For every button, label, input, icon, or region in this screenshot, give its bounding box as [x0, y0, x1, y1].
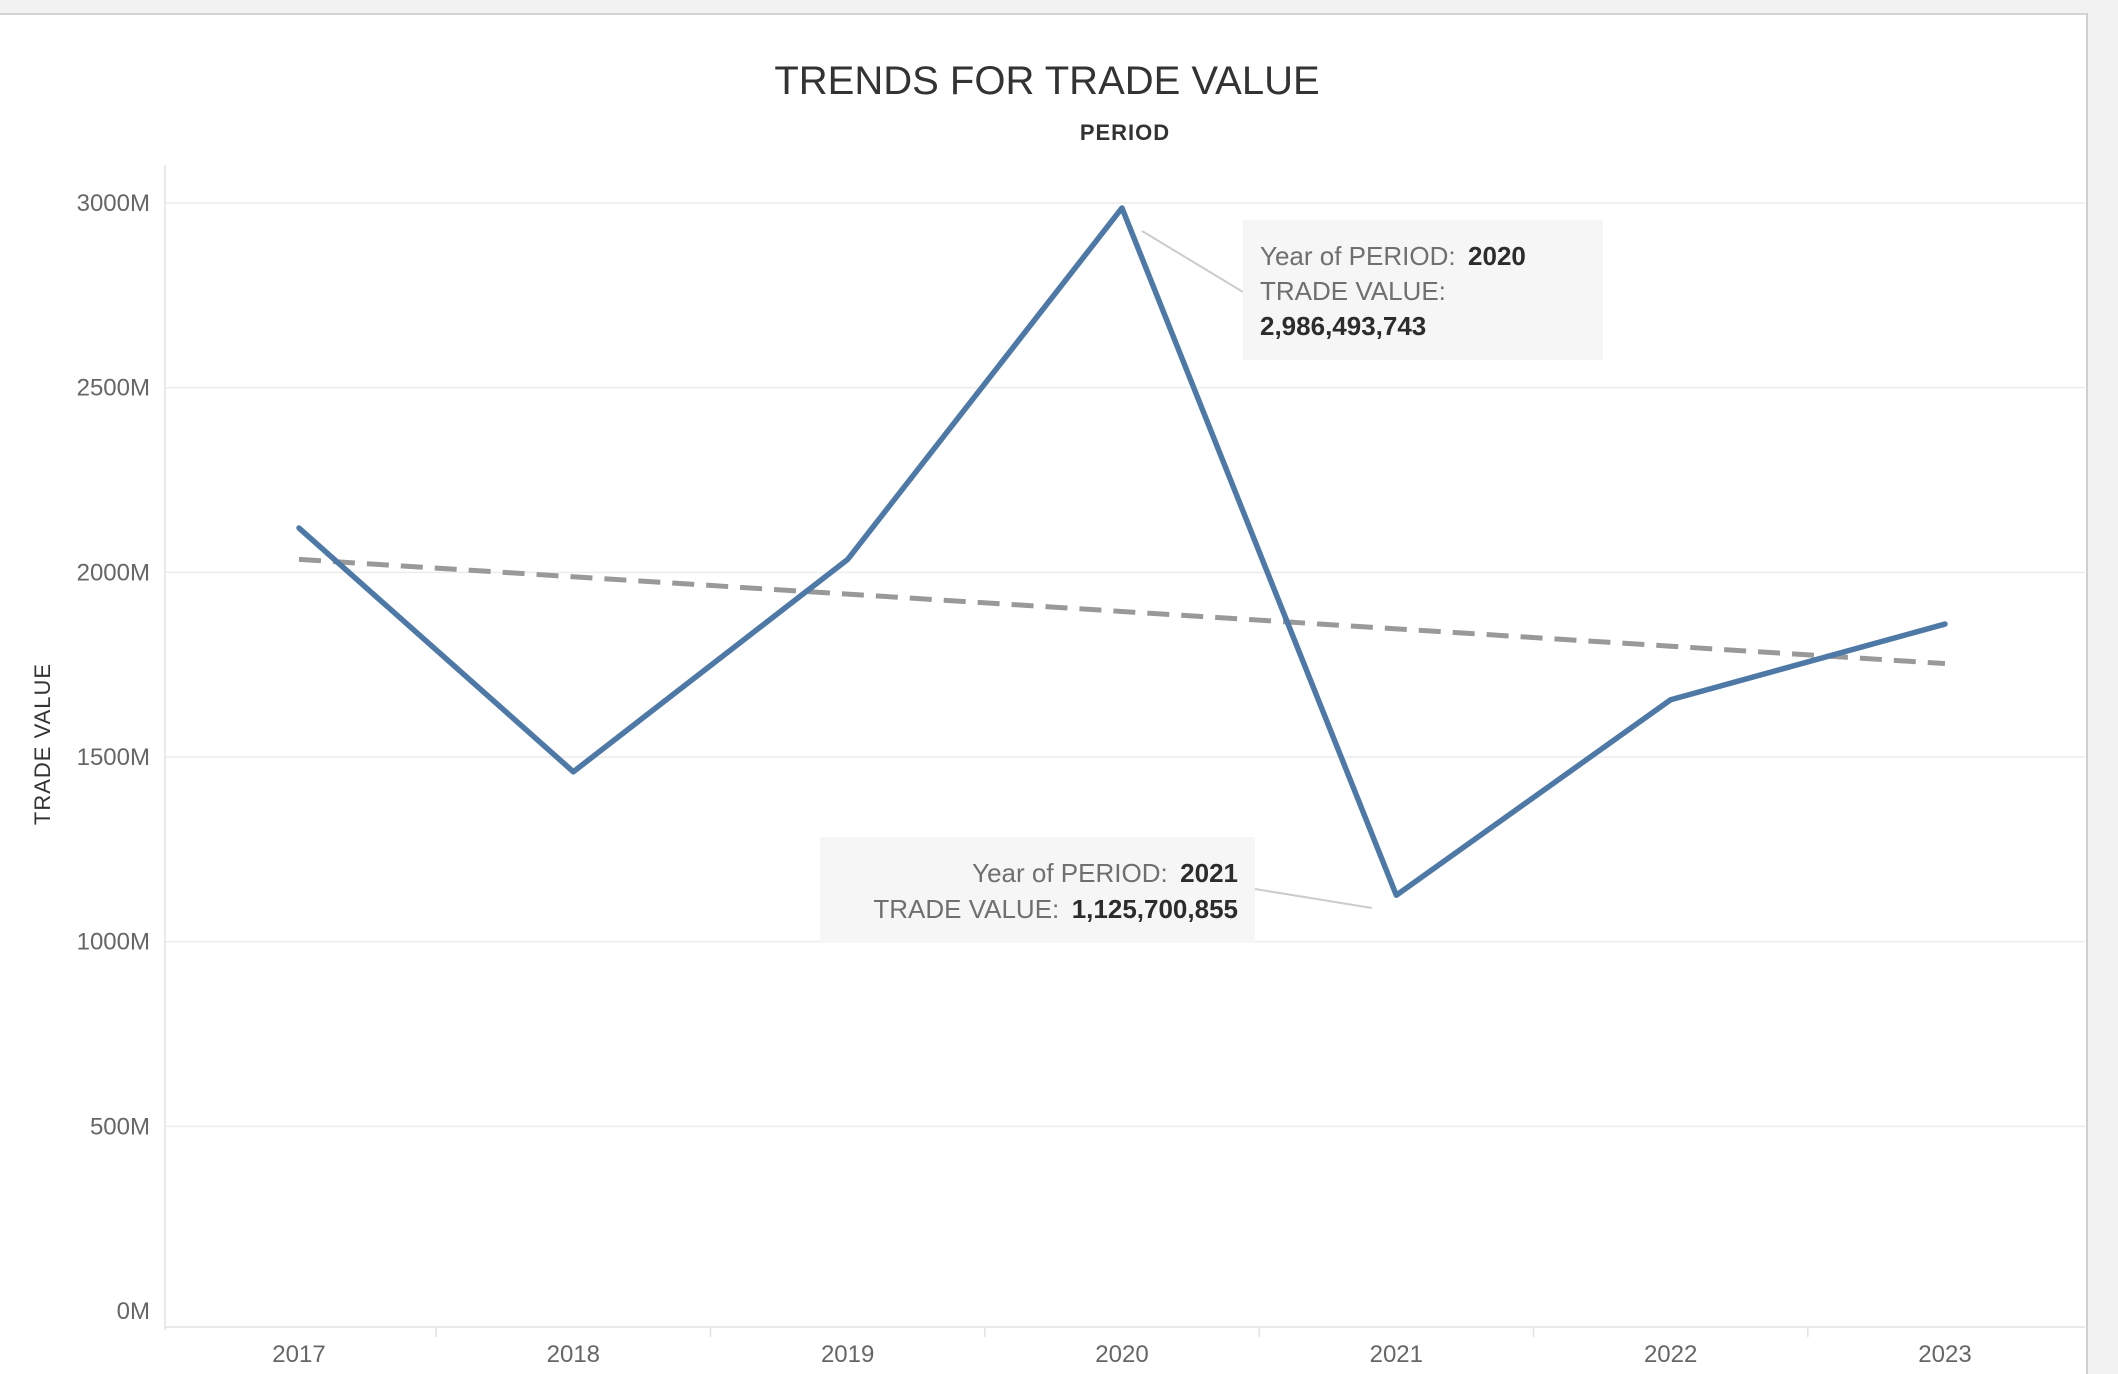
y-tick-label: 2500M [77, 375, 150, 402]
chart-title: TRENDS FOR TRADE VALUE [774, 59, 1319, 103]
annotation-year-value: 2020 [1468, 241, 1526, 271]
annotation-value-label: TRADE VALUE: [873, 894, 1059, 924]
x-tick-label: 2019 [821, 1341, 874, 1368]
x-tick-label: 2017 [272, 1341, 325, 1368]
annotation-box [1243, 220, 1603, 360]
annotation-2020: Year of PERIOD: 2020 TRADE VALUE: 2,986,… [1141, 220, 1603, 360]
x-tick-label: 2022 [1644, 1341, 1697, 1368]
y-tick-label: 1500M [77, 744, 150, 771]
annotation-value-line: TRADE VALUE: 1,125,700,855 [873, 894, 1238, 924]
chart-frame: TRENDS FOR TRADE VALUE PERIOD TRADE VALU… [0, 13, 2088, 1374]
annotation-box [820, 837, 1255, 942]
annotation-leader-line [1254, 888, 1373, 909]
y-tick-label: 3000M [77, 190, 150, 217]
annotation-2021: Year of PERIOD: 2021 TRADE VALUE: 1,125,… [820, 837, 1373, 942]
annotation-year-value: 2021 [1180, 858, 1238, 888]
annotation-year-line: Year of PERIOD: 2021 [972, 858, 1238, 888]
chart-canvas: TRENDS FOR TRADE VALUE PERIOD TRADE VALU… [30, 59, 2085, 1368]
y-axis-title: TRADE VALUE [30, 663, 55, 825]
annotation-value-label: TRADE VALUE: [1260, 276, 1446, 306]
tick-labels: 0M 500M 1000M 1500M 2000M 2500M 3000M 2017 2018 2… [77, 190, 1972, 1368]
x-tick-label: 2018 [547, 1341, 600, 1368]
annotation-leader-line [1141, 230, 1244, 293]
axes [164, 165, 2085, 1337]
y-tick-label: 0M [117, 1298, 150, 1325]
trade-value-line [296, 205, 1948, 898]
series-lines [296, 205, 1948, 898]
x-tick-label: 2021 [1370, 1341, 1423, 1368]
annotation-value: 1,125,700,855 [1072, 894, 1238, 924]
x-tick-label: 2023 [1918, 1341, 1971, 1368]
x-tick-label: 2020 [1095, 1341, 1148, 1368]
y-tick-label: 2000M [77, 559, 150, 586]
x-axis-title: PERIOD [1080, 120, 1170, 145]
y-tick-label: 500M [90, 1113, 150, 1140]
y-tick-label: 1000M [77, 929, 150, 956]
annotation-year-label: Year of PERIOD: [972, 858, 1168, 888]
annotation-value: 2,986,493,743 [1260, 311, 1426, 341]
trend-line [298, 556, 1946, 667]
annotation-year-label: Year of PERIOD: [1260, 241, 1456, 271]
annotation-year-line: Year of PERIOD: 2020 [1260, 241, 1526, 271]
